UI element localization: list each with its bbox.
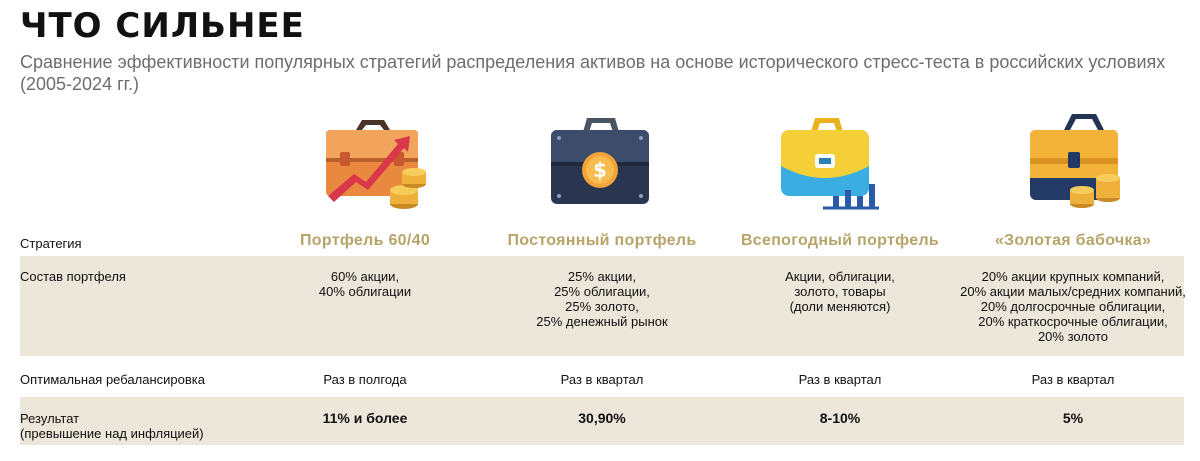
strategy-all-weather: Всепогодный портфель: [740, 232, 940, 249]
composition-permanent: 25% акции, 25% облигации, 25% золото, 25…: [536, 269, 668, 329]
rebalancing-60-40: Раз в полгода: [323, 372, 407, 387]
table-row-composition: Состав портфеля 60% акции, 40% облигации…: [20, 256, 1186, 356]
result-60-40: 11% и более: [322, 410, 408, 426]
briefcase-dollar-icon: $: [545, 108, 655, 218]
composition-all-weather: Акции, облигации, золото, товары (доли м…: [785, 269, 895, 314]
table-row-result: Результат (превышение над инфляцией) 11%…: [20, 397, 1184, 445]
result-golden-butterfly: 5%: [1062, 410, 1084, 426]
result-permanent: 30,90%: [578, 410, 626, 426]
rebalancing-all-weather: Раз в квартал: [798, 372, 882, 387]
row-label-strategy: Стратегия: [20, 236, 82, 251]
strategy-permanent: Постоянный портфель: [507, 232, 697, 249]
row-label-rebalancing: Оптимальная ребалансировка: [20, 372, 205, 387]
table-row-rebalancing: Оптимальная ребалансировка Раз в полгода…: [20, 366, 1184, 392]
briefcase-chart-icon: [775, 108, 885, 218]
composition-golden-butterfly: 20% акции крупных компаний, 20% акции ма…: [960, 269, 1186, 344]
row-label-result: Результат (превышение над инфляцией): [20, 411, 204, 441]
composition-60-40: 60% акции, 40% облигации: [318, 269, 412, 299]
briefcase-coins-icon: [1020, 108, 1130, 218]
table-row-strategy: Стратегия Портфель 60/40 Постоянный порт…: [20, 233, 1184, 253]
rebalancing-permanent: Раз в квартал: [560, 372, 644, 387]
strategy-60-40: Портфель 60/40: [299, 232, 431, 249]
strategy-golden-butterfly: «Золотая бабочка»: [994, 232, 1152, 249]
briefcase-growth-icon: [318, 108, 428, 218]
rebalancing-golden-butterfly: Раз в квартал: [1031, 372, 1115, 387]
row-label-composition: Состав портфеля: [20, 269, 126, 284]
svg-text:$: $: [593, 158, 607, 182]
result-all-weather: 8-10%: [819, 410, 861, 426]
page-subtitle: Сравнение эффективности популярных страт…: [20, 52, 1166, 94]
page-title: ЧТО СИЛЬНЕЕ: [20, 6, 305, 46]
